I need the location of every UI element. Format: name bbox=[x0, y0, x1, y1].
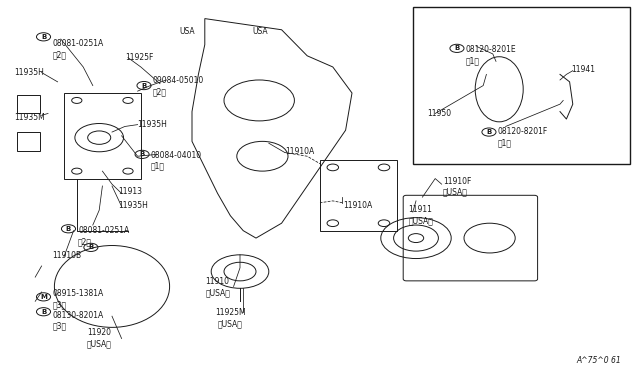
Text: 11913: 11913 bbox=[118, 187, 143, 196]
Text: B: B bbox=[41, 309, 46, 315]
Text: 08081-0251A
（2）: 08081-0251A （2） bbox=[78, 226, 129, 246]
Text: B: B bbox=[88, 244, 93, 250]
Text: 08130-8201A
（3）: 08130-8201A （3） bbox=[52, 311, 104, 331]
Text: 08120-8201F
、1）: 08120-8201F 、1） bbox=[498, 127, 548, 147]
Text: 08120-8201E
、1）: 08120-8201E 、1） bbox=[465, 45, 516, 65]
Text: 08084-04010
（1）: 08084-04010 （1） bbox=[150, 151, 202, 171]
Text: USA: USA bbox=[179, 27, 195, 36]
Text: B: B bbox=[454, 45, 460, 51]
Text: M: M bbox=[40, 294, 47, 300]
Text: 11910
（USA）: 11910 （USA） bbox=[205, 277, 230, 297]
Text: 11935H: 11935H bbox=[14, 68, 44, 77]
Text: 11910A: 11910A bbox=[285, 147, 314, 156]
Text: 08915-1381A
（3）: 08915-1381A （3） bbox=[52, 289, 104, 310]
Text: 11925M
（USA）: 11925M （USA） bbox=[215, 308, 246, 328]
Text: B: B bbox=[66, 226, 71, 232]
Text: 11911
（USA）: 11911 （USA） bbox=[408, 205, 433, 225]
Text: 11920
（USA）: 11920 （USA） bbox=[87, 328, 111, 349]
Text: B: B bbox=[141, 83, 147, 89]
Text: 08081-0251A
（2）: 08081-0251A （2） bbox=[52, 39, 104, 59]
Text: 11910A: 11910A bbox=[343, 201, 372, 210]
Text: B: B bbox=[41, 34, 46, 40]
Bar bbox=[17, 132, 40, 151]
Text: 11950: 11950 bbox=[428, 109, 452, 118]
Text: 11910F
（USA）: 11910F （USA） bbox=[443, 177, 471, 197]
Text: 11941: 11941 bbox=[571, 65, 595, 74]
Text: 11935H: 11935H bbox=[118, 201, 148, 210]
Text: USA: USA bbox=[253, 27, 268, 36]
Text: B: B bbox=[486, 129, 492, 135]
Text: 11910B: 11910B bbox=[52, 251, 82, 260]
Text: 11925F: 11925F bbox=[125, 53, 153, 62]
Bar bbox=[17, 95, 40, 113]
Text: 11935H: 11935H bbox=[138, 120, 168, 129]
Text: A^75^0 61: A^75^0 61 bbox=[576, 356, 621, 365]
Text: 09084-05010
（2）: 09084-05010 （2） bbox=[152, 76, 204, 96]
Text: B: B bbox=[140, 151, 145, 157]
Text: 11935M: 11935M bbox=[14, 113, 45, 122]
